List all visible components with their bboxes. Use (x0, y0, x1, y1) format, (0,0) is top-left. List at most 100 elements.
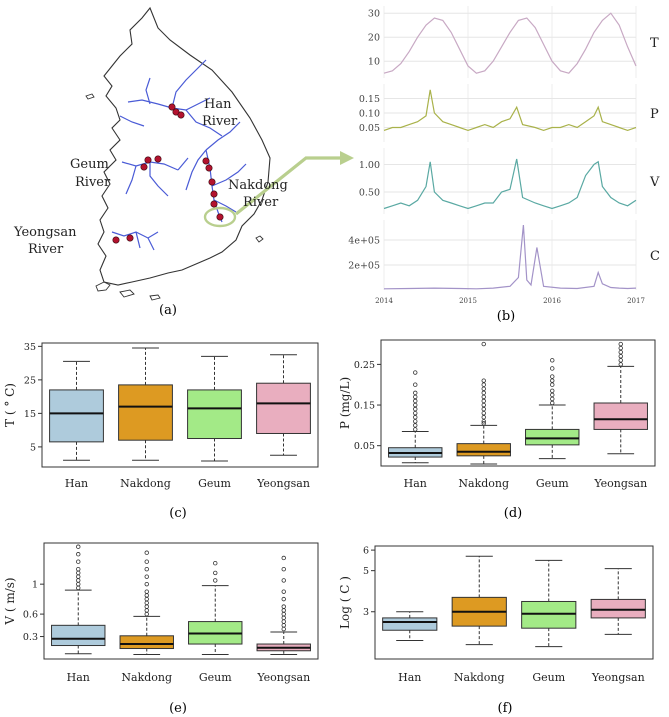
outlier-yeongsan-0 (618, 362, 623, 367)
box-nakdong (456, 443, 511, 457)
river-network (111, 59, 247, 251)
outlier-nakdong-9 (144, 566, 149, 572)
ytick-T-0: 10 (368, 57, 380, 68)
site-nakdong-3 (208, 178, 216, 186)
outlier-yeongsan-5 (281, 608, 286, 613)
island-1 (95, 281, 111, 292)
xtick-han: Han (398, 671, 421, 684)
outlier-nakdong-11 (144, 550, 149, 555)
outlier-geum-0 (550, 400, 555, 406)
outlier-han-3 (413, 415, 418, 420)
korea-outline (97, 6, 271, 286)
outlier-han-2 (413, 419, 418, 424)
outlier-geum-0 (213, 578, 218, 583)
outlier-nakdong-1 (481, 419, 486, 424)
ytick-label-0: 0.3 (23, 632, 38, 643)
outlier-nakdong-5 (144, 593, 149, 598)
outlier-geum-2 (550, 392, 555, 398)
ytick-V-0: 0.50 (359, 188, 380, 199)
box-han (51, 624, 106, 647)
panel-label-d: (d) (504, 506, 522, 521)
outlier-nakdong-10 (144, 559, 149, 564)
series-line-T (383, 12, 637, 74)
link-arrow (235, 156, 342, 216)
ytick-label-3: 35 (24, 342, 36, 353)
series-name-T: T (650, 36, 659, 51)
panel-label-e: (e) (169, 701, 187, 716)
island-4 (85, 93, 95, 100)
outlier-han-7 (413, 398, 418, 404)
site-yeongsan-2 (112, 236, 120, 244)
plot-frame (374, 545, 654, 660)
site-han-3 (177, 111, 185, 119)
outlier-geum-2 (213, 561, 218, 566)
panel-d-boxplot: (d) 0.05 0.15 0.25P (mg/L) Han Nakdong Geum Ye… (338, 339, 656, 521)
xtick-1: 2015 (459, 297, 477, 305)
outlier-geum-6 (550, 374, 555, 379)
outlier-nakdong-2 (481, 415, 486, 420)
outlier-geum-3 (550, 388, 555, 394)
xtick-han: Han (67, 671, 90, 684)
outlier-nakdong-0 (481, 421, 486, 426)
ytick-C-1: 4e+05 (348, 236, 380, 247)
outlier-han-6 (413, 402, 418, 408)
label-geum: Geum (70, 157, 109, 172)
panel-a-map: Han River Geum River Nakdong River Yeong… (13, 6, 354, 318)
site-geum-2 (154, 155, 162, 163)
box-nakdong (118, 384, 173, 441)
outlier-geum-7 (550, 366, 555, 371)
outlier-han-8 (413, 394, 418, 400)
ytick-label-2: 25 (24, 375, 36, 386)
ytick-P-2: 0.15 (359, 94, 380, 105)
box-geum (187, 389, 242, 440)
xtick-nakdong: Nakdong (458, 477, 509, 490)
ytick-label-0: 0.05 (354, 441, 375, 452)
site-nakdong-1 (202, 157, 210, 165)
outlier-geum-1 (550, 396, 555, 402)
outlier-yeongsan-2 (281, 619, 286, 624)
outlier-nakdong-10 (481, 382, 486, 387)
xtick-nakdong: Nakdong (121, 671, 172, 684)
xtick-nakdong: Nakdong (120, 477, 171, 490)
site-yeongsan-1 (126, 234, 134, 242)
ytick-label-0: 5 (30, 442, 36, 453)
island-5 (255, 235, 264, 243)
outlier-han-0 (413, 427, 418, 432)
outlier-yeongsan-7 (281, 596, 286, 602)
series-line-V (383, 158, 637, 210)
series-name-P: P (650, 107, 659, 122)
ytick-P-1: 0.10 (359, 109, 380, 120)
xtick-han: Han (65, 477, 88, 490)
xtick-han: Han (404, 477, 427, 490)
outlier-yeongsan-3 (618, 349, 623, 355)
outlier-nakdong-4 (481, 406, 486, 412)
outlier-nakdong-1 (144, 608, 149, 613)
sampling-sites (112, 103, 224, 244)
panel-label-f: (f) (498, 701, 513, 716)
ytick-T-2: 30 (368, 9, 380, 20)
island-3 (149, 294, 161, 301)
panel-f-boxplot: (f) 3 5 6 Log ( C ) Han Nakdong Geum Yeongsan (338, 545, 654, 716)
outlier-han-10 (413, 382, 418, 387)
ytick-label-1: 0.6 (23, 610, 38, 621)
panel-c-boxplot: (c) 5 15 25 35 T ( ° C) Han Nakdong Geum Yeongsa… (3, 342, 319, 521)
series-line-C (383, 224, 637, 290)
ylabel: T ( ° C) (3, 383, 17, 427)
outlier-han-4 (413, 410, 418, 416)
outlier-yeongsan-6 (281, 604, 286, 609)
outlier-yeongsan-4 (618, 345, 623, 351)
outlier-han-5 (413, 406, 418, 412)
ylabel: Log ( C ) (338, 576, 352, 629)
box-geum (525, 428, 580, 446)
outlier-nakdong-3 (481, 410, 486, 416)
ylabel: V ( m/s) (3, 577, 17, 625)
label-han: Han (204, 97, 232, 112)
ytick-label-2: 6 (363, 546, 369, 557)
outlier-han-9 (413, 390, 418, 396)
ylabel: P (mg/L) (338, 377, 352, 429)
outlier-nakdong-3 (144, 600, 149, 606)
outlier-han-11 (413, 370, 418, 375)
outlier-geum-8 (550, 358, 555, 363)
outlier-han-6 (76, 559, 81, 564)
xtick-3: 2017 (627, 297, 645, 305)
